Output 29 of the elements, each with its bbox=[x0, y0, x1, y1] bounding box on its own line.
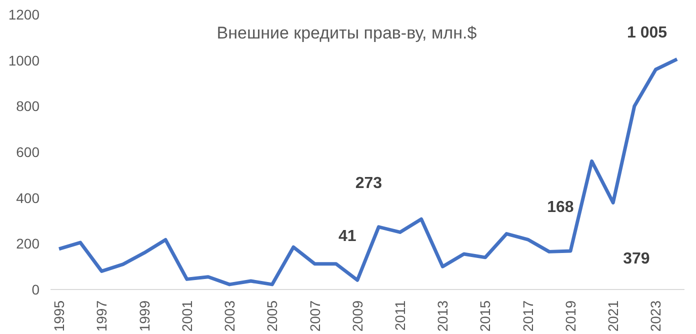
x-tick-label: 2011 bbox=[392, 300, 408, 331]
y-tick-label: 1200 bbox=[8, 6, 40, 22]
y-tick-label: 600 bbox=[16, 144, 40, 160]
x-tick-label: 2007 bbox=[306, 300, 323, 332]
x-tick-label: 2003 bbox=[222, 300, 238, 332]
text: Внешние кредиты прав-ву, млн.$ bbox=[216, 24, 478, 42]
y-tick-label: 200 bbox=[16, 236, 40, 252]
x-tick-label: 1997 bbox=[94, 300, 110, 332]
x-tick-label: 2015 bbox=[477, 300, 494, 332]
x-tick-label: 2019 bbox=[562, 300, 578, 332]
y-tick-label: 800 bbox=[16, 98, 40, 114]
y-tick-label: 1000 bbox=[8, 52, 40, 68]
line-series bbox=[57, 57, 679, 286]
x-tick-label: 2005 bbox=[264, 300, 280, 332]
x-tick-label: 2009 bbox=[349, 300, 366, 332]
x-tick-label: 2017 bbox=[520, 300, 536, 332]
x-tick-label: 1995 bbox=[51, 300, 68, 332]
x-tick-label: 2021 bbox=[605, 300, 622, 332]
y-tick-label: 0 bbox=[32, 282, 40, 298]
data-label: 168 bbox=[547, 199, 574, 216]
data-label: 379 bbox=[623, 250, 650, 268]
data-label: 273 bbox=[355, 174, 382, 192]
x-tick-label: 2013 bbox=[434, 300, 451, 332]
y-tick-label: 400 bbox=[16, 190, 40, 206]
x-tick-label: 2023 bbox=[648, 300, 664, 332]
x-tick-label: 1999 bbox=[136, 300, 152, 332]
data-label: 41 bbox=[338, 228, 356, 246]
data-label: 1 005 bbox=[627, 24, 668, 42]
x-tick-label: 2001 bbox=[178, 300, 195, 332]
